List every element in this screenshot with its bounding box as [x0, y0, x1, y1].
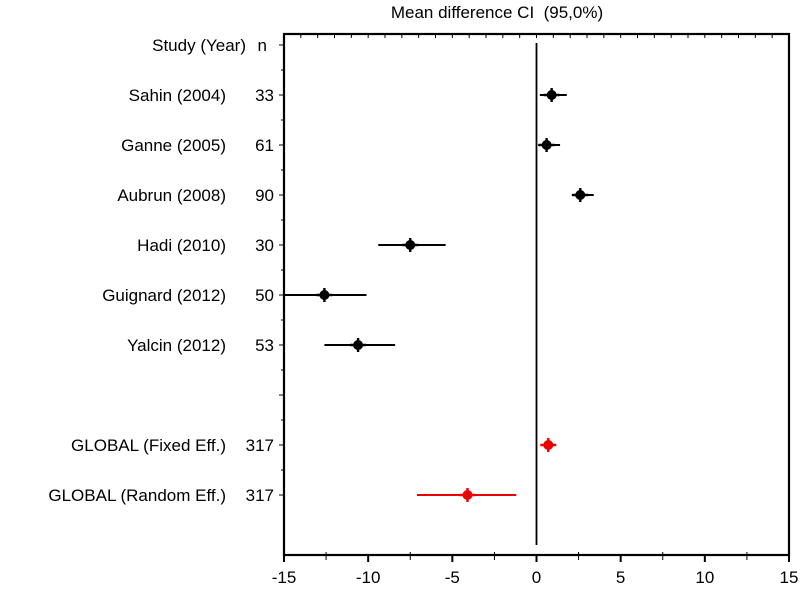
study-label: Guignard (2012) [102, 286, 226, 305]
forest-row: Aubrun (2008) 90 [117, 186, 594, 205]
forest-row: Yalcin (2012) 53 [127, 336, 396, 355]
x-tick-label: -15 [272, 568, 297, 587]
study-label: GLOBAL (Fixed Eff.) [71, 436, 226, 455]
column-header-study: Study (Year) [152, 36, 246, 55]
x-tick-label: 15 [780, 568, 799, 587]
point-marker [405, 240, 416, 250]
forest-row: GLOBAL (Fixed Eff.) 317 [71, 436, 557, 455]
study-label: Sahin (2004) [129, 86, 226, 105]
point-marker [543, 440, 554, 450]
point-marker [575, 190, 586, 200]
forest-row: Guignard (2012) 50 [102, 286, 367, 305]
n-label: 53 [255, 336, 274, 355]
n-label: 317 [246, 486, 274, 505]
n-label: 50 [255, 286, 274, 305]
point-marker [462, 490, 473, 500]
forest-row: Ganne (2005) 61 [121, 136, 561, 155]
n-label: 33 [255, 86, 274, 105]
x-tick-label: 0 [532, 568, 541, 587]
forest-row: Hadi (2010) 30 [137, 236, 446, 255]
point-marker [319, 290, 330, 300]
n-label: 90 [255, 186, 274, 205]
column-header-n: n [258, 36, 267, 55]
study-label: Hadi (2010) [137, 236, 226, 255]
study-label: Ganne (2005) [121, 136, 226, 155]
study-label: GLOBAL (Random Eff.) [48, 486, 226, 505]
point-marker [546, 90, 557, 100]
chart-title: Mean difference CI (95,0%) [390, 3, 604, 22]
x-tick-label: -5 [445, 568, 460, 587]
forest-row: Sahin (2004) 33 [129, 86, 567, 105]
forest-row: GLOBAL (Random Eff.) 317 [48, 486, 517, 505]
x-tick-label: 5 [616, 568, 625, 587]
study-label: Aubrun (2008) [117, 186, 226, 205]
x-tick-label: 10 [695, 568, 714, 587]
n-label: 30 [255, 236, 274, 255]
study-label: Yalcin (2012) [127, 336, 226, 355]
n-label: 317 [246, 436, 274, 455]
point-marker [541, 140, 552, 150]
n-label: 61 [255, 136, 274, 155]
x-tick-label: -10 [356, 568, 381, 587]
point-marker [353, 340, 364, 350]
